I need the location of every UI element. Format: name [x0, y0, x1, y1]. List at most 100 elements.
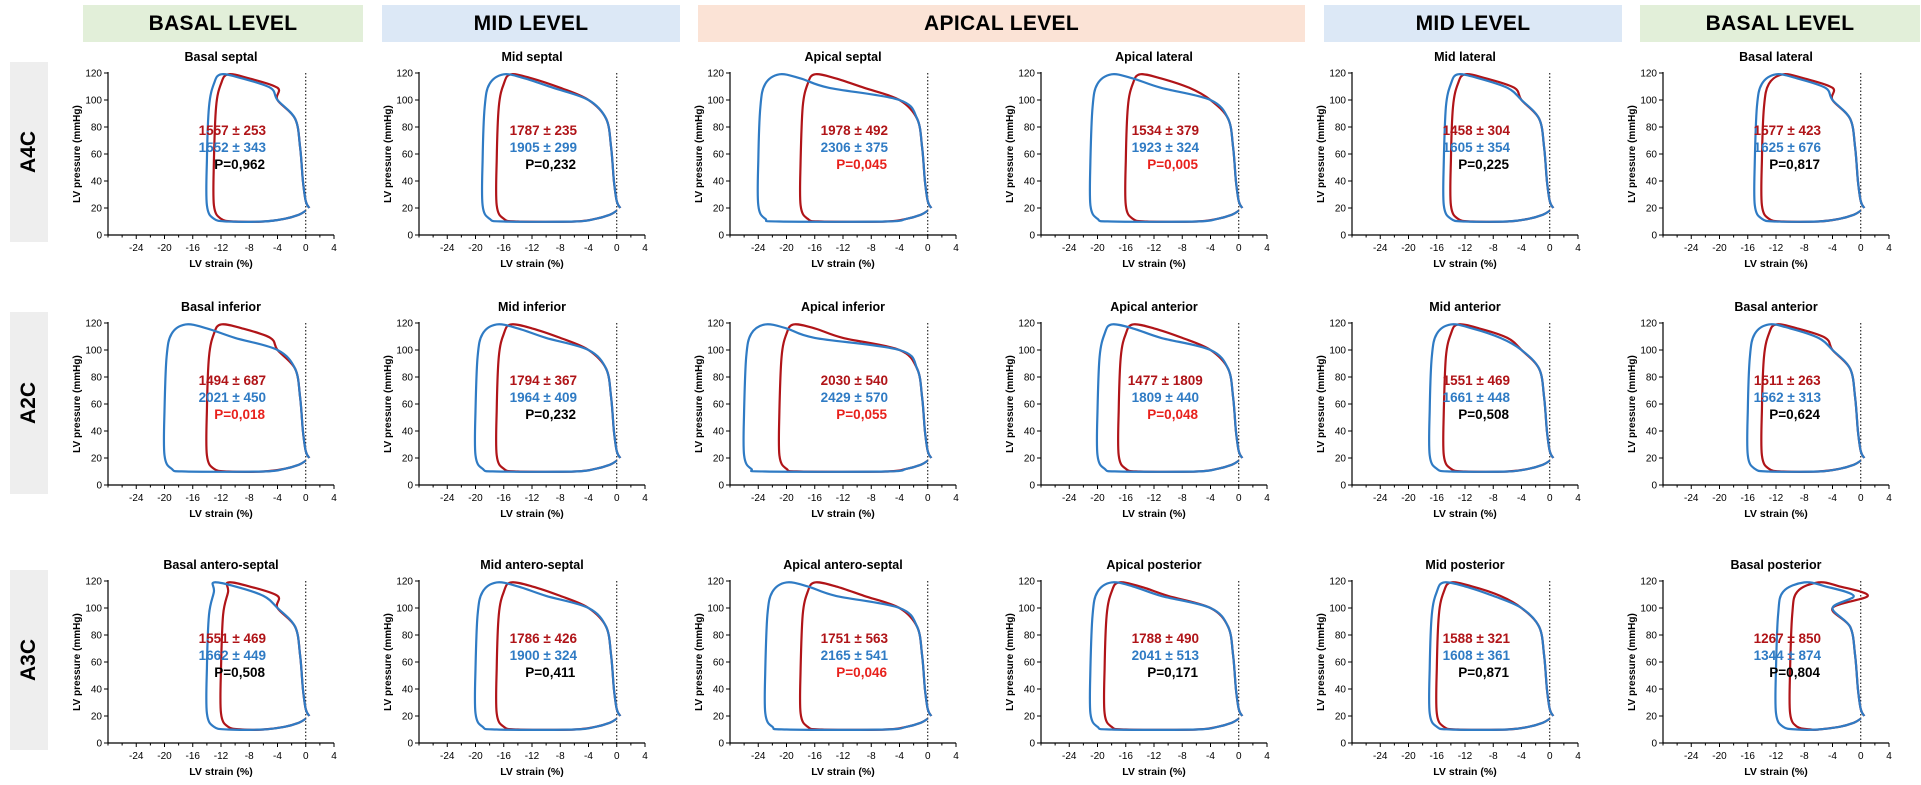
y-tick-label: 100 — [707, 96, 724, 107]
y-tick-label: 0 — [407, 481, 413, 492]
blue-loop — [1088, 73, 1244, 223]
y-tick-label: 60 — [1646, 658, 1658, 669]
blue-loop — [1774, 581, 1866, 731]
x-tick-label: -12 — [525, 243, 540, 254]
y-tick-label: 20 — [1024, 204, 1036, 215]
blue-value-label: 2429 ± 570 — [821, 390, 888, 405]
y-tick-label: 20 — [91, 712, 103, 723]
x-tick-label: -4 — [895, 751, 904, 762]
x-tick-label: 4 — [642, 243, 648, 254]
x-tick-label: -12 — [1769, 243, 1784, 254]
panel-title: Mid posterior — [1425, 558, 1504, 572]
y-tick-label: 120 — [707, 69, 724, 80]
blue-value-label: 1900 ± 324 — [510, 648, 578, 663]
p-value-label: P=0,508 — [1458, 407, 1509, 422]
y-axis-label: LV pressure (mmHg) — [1316, 105, 1327, 203]
panel-title: Apical posterior — [1106, 558, 1201, 572]
x-tick-label: -16 — [1430, 243, 1445, 254]
blue-value-label: 2306 ± 375 — [821, 140, 889, 155]
blue-loop — [1753, 73, 1866, 223]
y-tick-label: 0 — [718, 739, 724, 750]
y-tick-label: 40 — [402, 427, 414, 438]
blue-loop — [205, 73, 311, 223]
y-tick-label: 0 — [1340, 481, 1346, 492]
blue-value-label: 1605 ± 354 — [1443, 140, 1511, 155]
x-tick-label: -4 — [584, 751, 593, 762]
y-axis-label: LV pressure (mmHg) — [383, 105, 394, 203]
y-tick-label: 100 — [1640, 96, 1657, 107]
p-value-label: P=0,171 — [1147, 665, 1198, 680]
blue-value-label: 1625 ± 676 — [1754, 140, 1822, 155]
y-tick-label: 100 — [1329, 96, 1346, 107]
x-tick-label: -24 — [1684, 751, 1699, 762]
y-tick-label: 100 — [1329, 604, 1346, 615]
red-value-label: 1551 ± 469 — [199, 631, 266, 646]
y-axis-label: LV pressure (mmHg) — [694, 355, 705, 453]
x-tick-label: -12 — [1769, 751, 1784, 762]
y-tick-label: 40 — [713, 427, 725, 438]
red-value-label: 1267 ± 850 — [1754, 631, 1821, 646]
x-tick-label: 0 — [614, 751, 620, 762]
x-tick-label: -24 — [1062, 493, 1077, 504]
red-value-label: 1494 ± 687 — [199, 373, 266, 388]
x-tick-label: -12 — [1147, 751, 1162, 762]
x-tick-label: -12 — [214, 243, 229, 254]
x-tick-label: -12 — [214, 493, 229, 504]
y-tick-label: 120 — [85, 577, 102, 588]
x-tick-label: -24 — [1684, 493, 1699, 504]
y-tick-label: 120 — [1640, 69, 1657, 80]
blue-loop — [1442, 73, 1555, 223]
x-axis-label: LV strain (%) — [1122, 258, 1185, 270]
x-tick-label: -12 — [836, 243, 851, 254]
x-tick-label: -24 — [440, 243, 455, 254]
y-tick-label: 120 — [1329, 319, 1346, 330]
red-value-label: 1788 ± 490 — [1132, 631, 1199, 646]
x-tick-label: -12 — [525, 751, 540, 762]
y-tick-label: 40 — [402, 685, 414, 696]
x-tick-label: -16 — [186, 243, 201, 254]
y-tick-label: 120 — [396, 577, 413, 588]
y-tick-label: 0 — [1029, 231, 1035, 242]
y-axis-label: LV pressure (mmHg) — [1316, 613, 1327, 711]
x-tick-label: 4 — [953, 243, 959, 254]
panel-title: Apical lateral — [1115, 50, 1193, 64]
y-tick-label: 60 — [1335, 400, 1347, 411]
x-tick-label: -8 — [556, 243, 565, 254]
x-tick-label: -20 — [157, 751, 172, 762]
y-tick-label: 20 — [1646, 712, 1658, 723]
row-label-a3c: A3C — [10, 570, 48, 750]
x-axis-label: LV strain (%) — [1744, 508, 1807, 520]
y-tick-label: 80 — [713, 631, 725, 642]
x-tick-label: 4 — [953, 751, 959, 762]
y-tick-label: 100 — [1018, 346, 1035, 357]
x-tick-label: -8 — [1489, 243, 1498, 254]
y-axis-label: LV pressure (mmHg) — [383, 355, 394, 453]
y-tick-label: 40 — [1024, 685, 1036, 696]
x-tick-label: -20 — [468, 751, 483, 762]
x-tick-label: -20 — [1712, 243, 1727, 254]
y-tick-label: 120 — [1329, 577, 1346, 588]
x-tick-label: 0 — [1547, 243, 1553, 254]
level-header-basal-left: BASAL LEVEL — [83, 5, 363, 42]
row-label-a4c: A4C — [10, 62, 48, 242]
red-value-label: 1751 ± 563 — [821, 631, 889, 646]
y-axis-label: LV pressure (mmHg) — [1316, 355, 1327, 453]
panel-title: Mid septal — [501, 50, 562, 64]
blue-value-label: 2165 ± 541 — [821, 648, 889, 663]
x-tick-label: -8 — [1800, 751, 1809, 762]
y-tick-label: 100 — [396, 346, 413, 357]
x-tick-label: -12 — [525, 493, 540, 504]
blue-value-label: 1661 ± 448 — [1443, 390, 1511, 405]
y-tick-label: 40 — [1024, 177, 1036, 188]
x-axis-label: LV strain (%) — [500, 766, 563, 778]
x-axis-label: LV strain (%) — [811, 258, 874, 270]
y-tick-label: 20 — [1646, 204, 1658, 215]
x-tick-label: -12 — [836, 493, 851, 504]
y-tick-label: 20 — [713, 712, 725, 723]
x-axis-label: LV strain (%) — [500, 258, 563, 270]
y-tick-label: 80 — [1024, 373, 1036, 384]
y-axis-label: LV pressure (mmHg) — [1005, 105, 1016, 203]
